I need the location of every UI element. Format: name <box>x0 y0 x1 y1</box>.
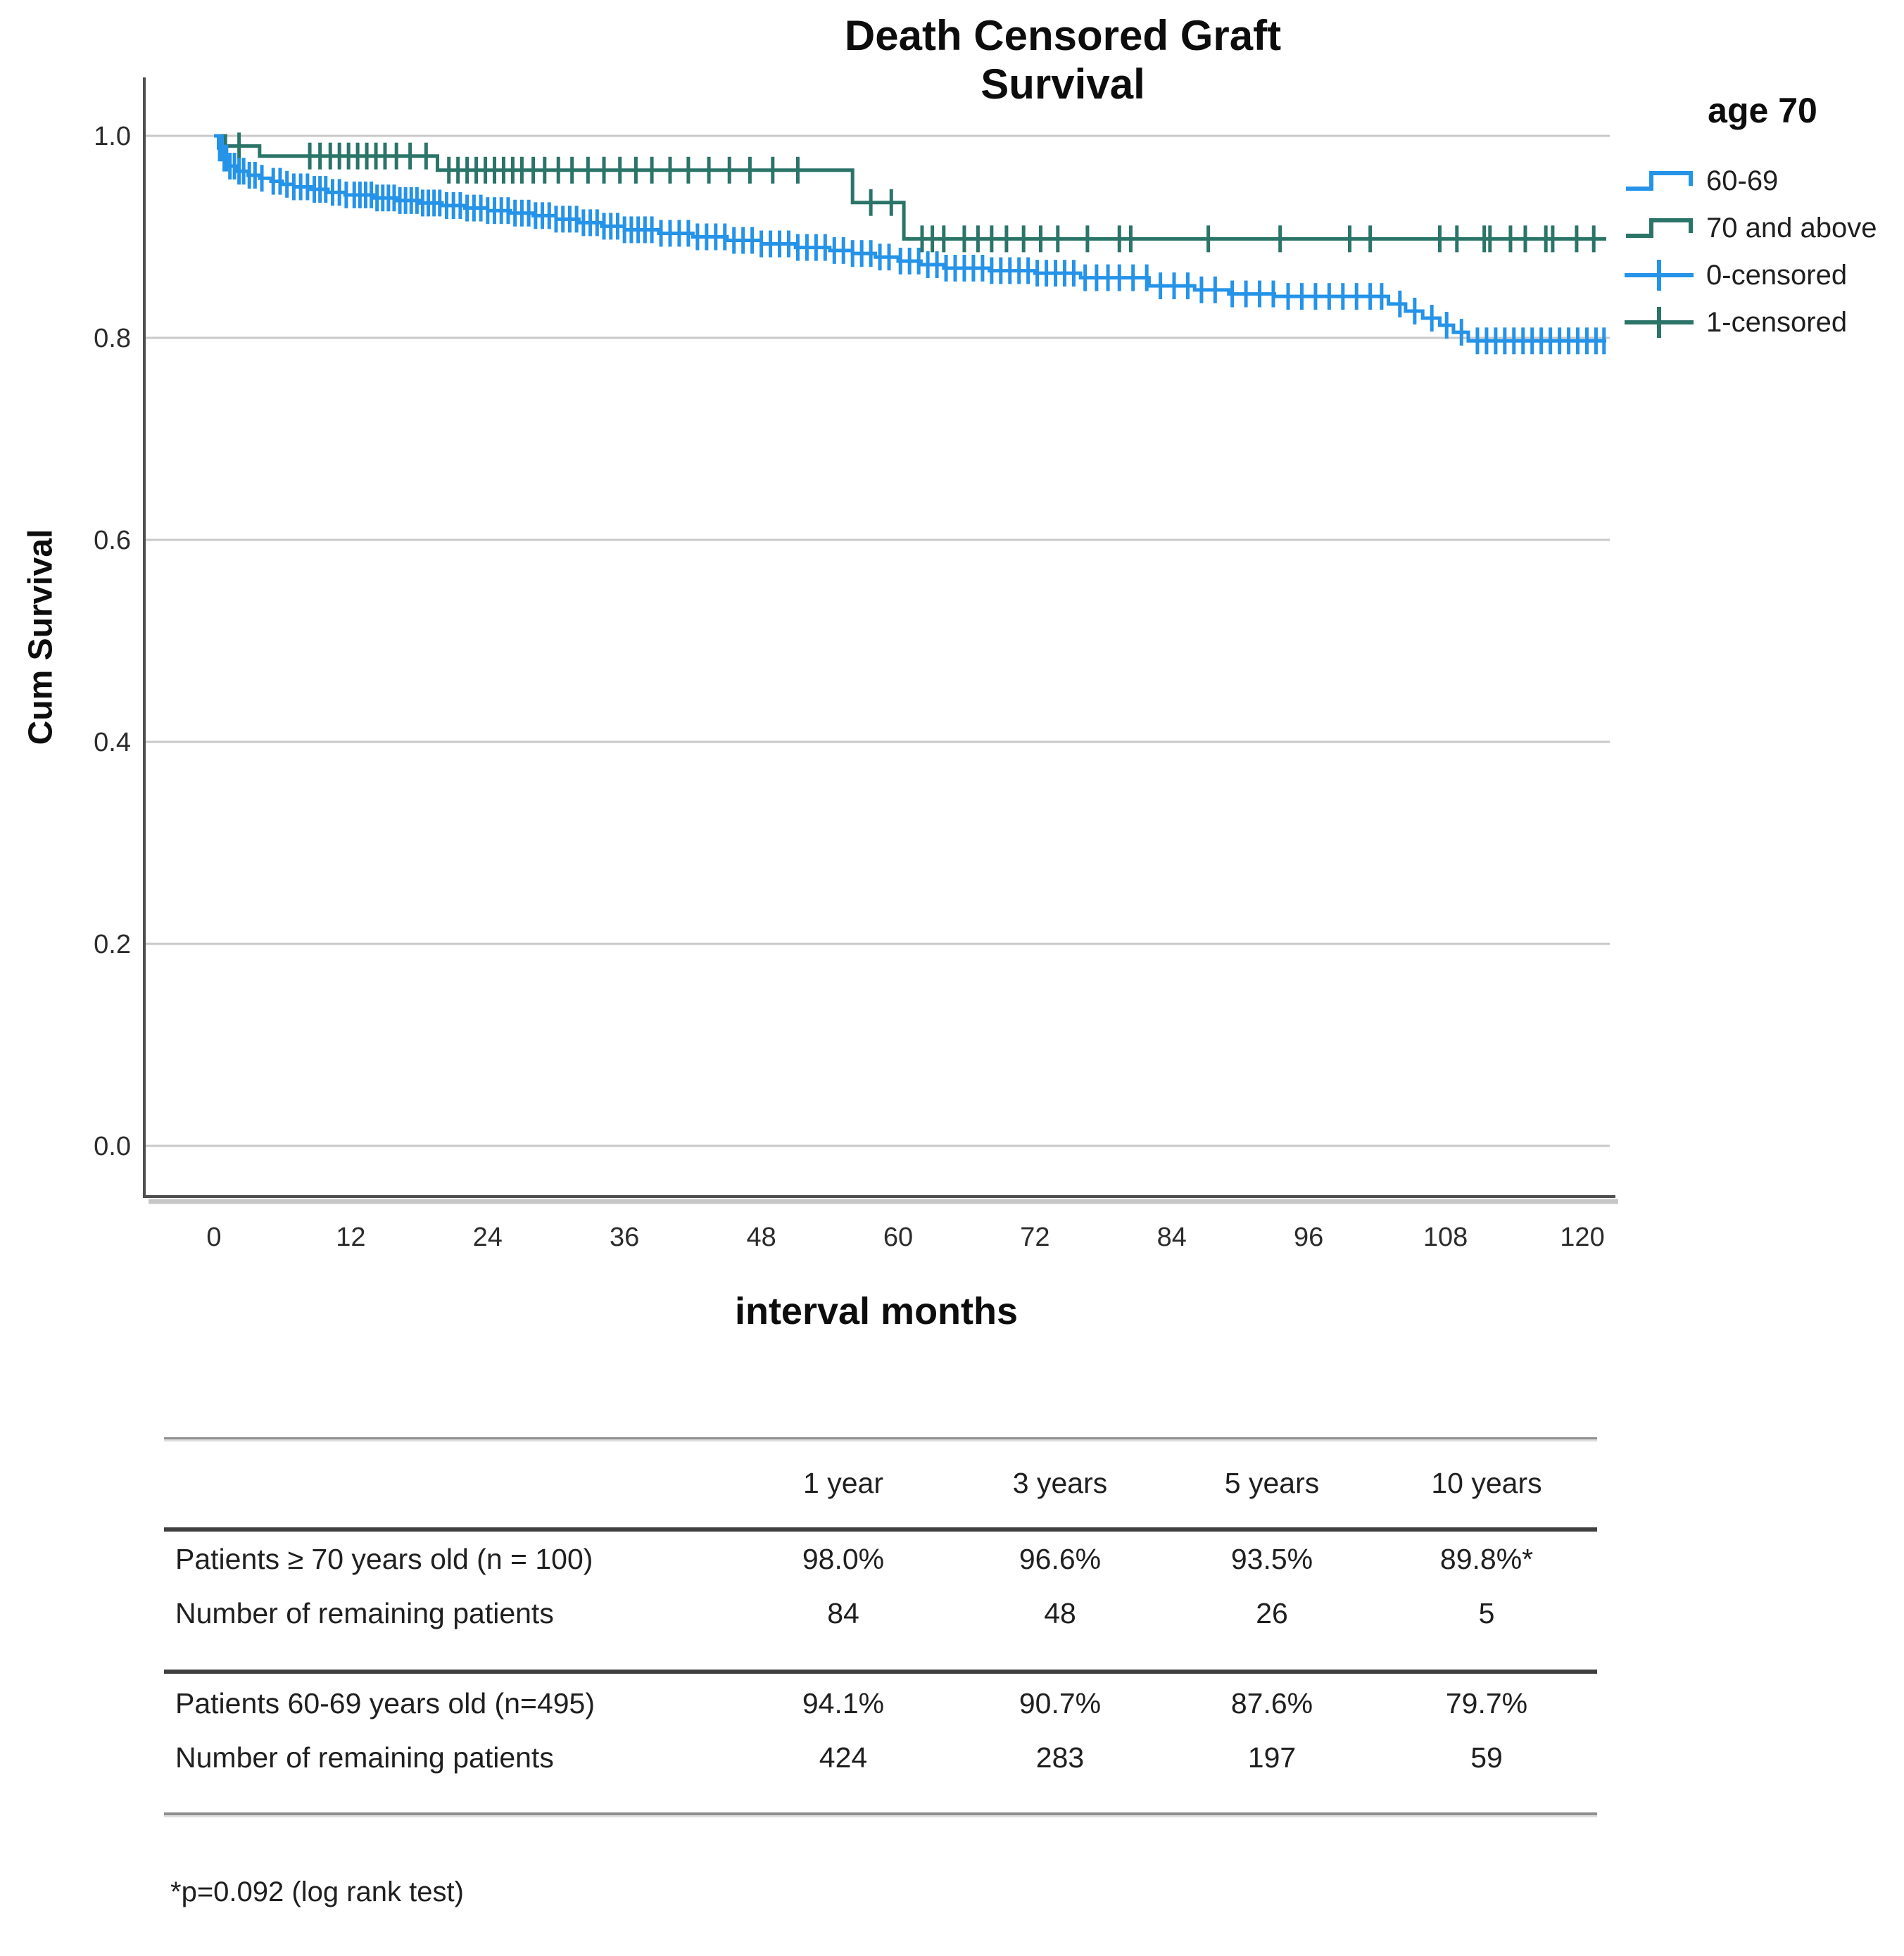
chart-title: Death Censored Graft Survival <box>844 12 1282 108</box>
table-row-2: Number of remaining patients 84 48 26 5 <box>164 1597 1597 1632</box>
table-cell: 283 <box>1035 1741 1085 1774</box>
table-cell: 90.7% <box>1019 1687 1102 1720</box>
plus-marker-0-censored <box>1625 260 1694 291</box>
table-cell: 94.1% <box>802 1687 885 1720</box>
x-tick-label: 0 <box>206 1223 221 1252</box>
step-line-swatch-60-69 <box>1626 171 1693 191</box>
x-tick-label: 72 <box>1020 1223 1049 1252</box>
x-tick-label: 120 <box>1560 1223 1604 1252</box>
table-cell: 96.6% <box>1019 1543 1102 1575</box>
p-value-footnote: *p=0.092 (log rank test) <box>170 1876 464 1907</box>
y-tick-label: 0.2 <box>94 930 131 959</box>
table-rule <box>164 1527 1597 1532</box>
table-cell: 84 <box>827 1597 859 1629</box>
x-tick-label: 12 <box>336 1223 365 1252</box>
x-tick-label: 108 <box>1423 1223 1468 1252</box>
table-cell: 197 <box>1247 1741 1297 1774</box>
legend-item-label: 60-69 <box>1706 165 1779 196</box>
table-cell: 59 <box>1470 1741 1503 1774</box>
table-row-4: Number of remaining patients 424 283 197 59 <box>164 1741 1597 1777</box>
table-row-label: Number of remaining patients <box>175 1741 554 1774</box>
survival-summary-table: 1 year 3 years 5 years 10 years Patients ≥ 7… <box>164 1437 1597 1823</box>
table-cell: 79.7% <box>1445 1687 1528 1720</box>
legend-items: 60-69 70 and above 0-censored 1-censored <box>1623 165 1902 339</box>
table-cell: 89.8%* <box>1439 1543 1534 1575</box>
table-col-header-1: 1 year <box>803 1467 883 1499</box>
table-col-header-3: 5 years <box>1224 1467 1320 1499</box>
survival-curve-70-and-above <box>214 134 1607 241</box>
x-axis-title: interval months <box>734 1290 1019 1332</box>
x-tick-label: 36 <box>610 1223 639 1252</box>
y-axis-title: Cum Survival <box>22 529 60 745</box>
table-rule <box>164 1812 1597 1815</box>
table-col-header-4: 10 years <box>1431 1467 1542 1499</box>
table-row-label: Patients ≥ 70 years old (n = 100) <box>175 1543 593 1575</box>
x-tick-label: 24 <box>473 1223 503 1252</box>
table-rule <box>164 1670 1597 1674</box>
legend-title: age 70 <box>1708 91 1817 130</box>
table-rule <box>164 1815 1597 1817</box>
legend-item-70-and-above: 70 and above <box>1623 212 1902 244</box>
x-tick-label: 48 <box>746 1223 776 1252</box>
table-cell: 424 <box>819 1741 868 1774</box>
x-tick-label: 60 <box>883 1223 913 1252</box>
x-tick-label: 96 <box>1294 1223 1323 1252</box>
legend-item-1-censored: 1-censored <box>1623 306 1902 339</box>
x-tick-label: 84 <box>1157 1223 1187 1252</box>
y-tick-label: 0.0 <box>94 1132 131 1161</box>
legend-item-0-censored: 0-censored <box>1623 259 1902 291</box>
table-cell: 93.5% <box>1230 1543 1313 1575</box>
survival-plot: 1.0 0.8 0.6 0.4 0.2 0.0 0 12 24 36 48 60 72 84 96 108 12… <box>94 77 1618 1252</box>
table-col-header-2: 3 years <box>1012 1467 1108 1499</box>
legend-item-label: 70 and above <box>1706 212 1877 244</box>
table-row-label: Patients 60-69 years old (n=495) <box>175 1687 595 1720</box>
y-tick-label: 0.4 <box>94 728 131 757</box>
table-rule <box>164 1437 1597 1439</box>
table-cell: 98.0% <box>802 1543 885 1575</box>
y-tick-label: 0.8 <box>94 324 131 353</box>
survival-curve-60-69 <box>214 134 1607 343</box>
y-tick-label: 1.0 <box>94 122 131 151</box>
table-cell: 26 <box>1256 1597 1288 1629</box>
table-row-label: Number of remaining patients <box>175 1597 554 1629</box>
legend-item-label: 0-censored <box>1706 259 1848 291</box>
table-cell: 5 <box>1478 1597 1495 1629</box>
legend-item-label: 1-censored <box>1706 306 1848 338</box>
legend-item-60-69: 60-69 <box>1623 165 1902 197</box>
step-line-swatch-70-and-above <box>1626 218 1693 238</box>
table-cell: 87.6% <box>1230 1687 1313 1720</box>
y-tick-label: 0.6 <box>94 526 131 555</box>
table-row-3: Patients 60-69 years old (n=495) 94.1% 90.… <box>164 1687 1597 1722</box>
table-rule <box>164 1439 1597 1441</box>
table-row-1: Patients ≥ 70 years old (n = 100) 98.0% 96… <box>164 1543 1597 1578</box>
legend: age 70 60-69 70 and above 0-censored 1-cens… <box>1623 90 1902 353</box>
table-cell: 48 <box>1044 1597 1076 1629</box>
plus-marker-1-censored <box>1625 307 1694 338</box>
